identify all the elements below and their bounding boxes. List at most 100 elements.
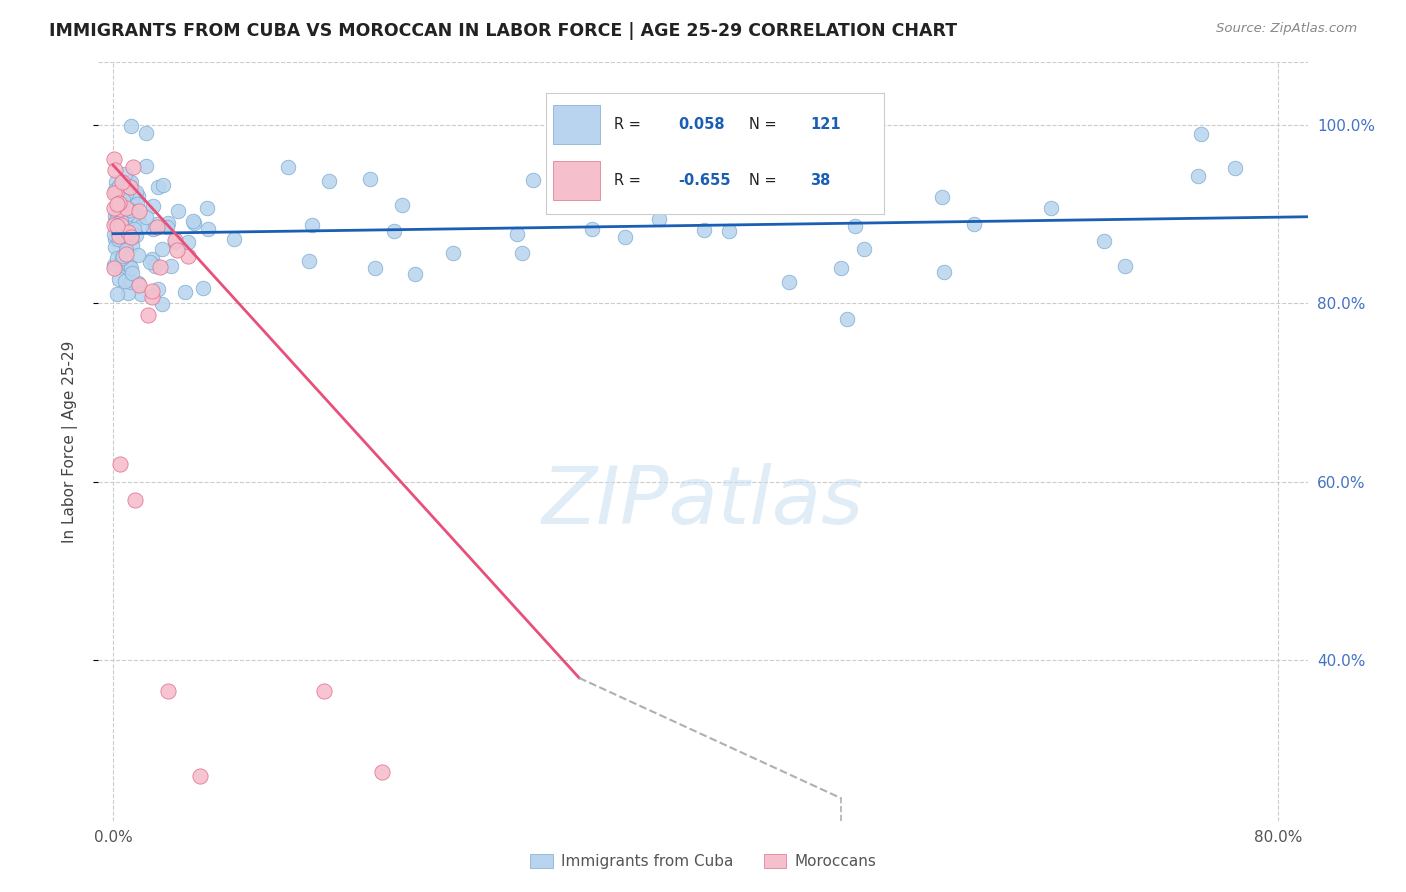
Point xyxy=(149,260,172,274)
Point xyxy=(844,219,866,233)
Point xyxy=(318,174,340,188)
Point xyxy=(120,260,142,275)
Point xyxy=(124,492,146,507)
Point xyxy=(107,205,129,219)
Point xyxy=(121,237,143,252)
Point xyxy=(157,684,180,698)
Point xyxy=(301,218,323,232)
Point xyxy=(647,212,669,227)
Y-axis label: In Labor Force | Age 25-29: In Labor Force | Age 25-29 xyxy=(62,341,77,542)
Point xyxy=(103,227,125,242)
Point xyxy=(108,272,131,286)
Point xyxy=(121,266,143,280)
Point xyxy=(191,281,214,295)
Point xyxy=(962,217,984,231)
Point xyxy=(581,222,603,236)
Point xyxy=(1187,169,1209,183)
Point xyxy=(103,152,125,166)
Point xyxy=(103,260,125,275)
Point xyxy=(177,249,200,263)
Point xyxy=(127,189,149,203)
Point xyxy=(120,203,142,218)
Point xyxy=(112,196,135,211)
Point xyxy=(125,197,148,211)
Point xyxy=(127,212,149,227)
Point xyxy=(104,182,127,196)
Point xyxy=(174,285,197,299)
Point xyxy=(165,235,187,249)
Point xyxy=(115,257,138,271)
Point xyxy=(591,159,613,173)
Point xyxy=(107,218,129,232)
Point xyxy=(1114,259,1136,273)
Point xyxy=(152,178,174,192)
Point xyxy=(108,195,131,210)
Point xyxy=(659,189,682,203)
Point xyxy=(112,261,135,276)
Point xyxy=(141,290,163,304)
Text: ZIPatlas: ZIPatlas xyxy=(541,463,865,541)
Point xyxy=(120,175,142,189)
Point xyxy=(613,230,636,244)
Point xyxy=(382,224,405,238)
Point xyxy=(104,162,127,177)
Point xyxy=(114,260,136,275)
Point xyxy=(195,201,218,215)
Point xyxy=(404,267,426,281)
Point xyxy=(143,259,166,273)
Text: Source: ZipAtlas.com: Source: ZipAtlas.com xyxy=(1216,22,1357,36)
Point xyxy=(150,297,173,311)
Point xyxy=(852,242,875,256)
Point xyxy=(314,684,336,698)
Point xyxy=(131,219,153,234)
Point xyxy=(103,218,125,232)
Point xyxy=(117,257,139,271)
Point xyxy=(103,186,125,200)
Point xyxy=(128,278,150,293)
Point xyxy=(298,254,321,268)
Point xyxy=(111,251,134,265)
Point xyxy=(107,216,129,230)
Point xyxy=(166,204,188,219)
Point xyxy=(117,285,139,300)
Point xyxy=(103,201,125,215)
Point xyxy=(111,227,134,242)
Point xyxy=(222,232,245,246)
Point xyxy=(135,159,157,173)
Point xyxy=(117,225,139,239)
Point xyxy=(118,175,141,189)
Point xyxy=(111,193,134,207)
Point xyxy=(107,229,129,244)
Point xyxy=(640,194,662,208)
Point xyxy=(114,274,136,288)
Point xyxy=(371,764,394,779)
Point xyxy=(190,769,212,783)
Point xyxy=(197,222,219,236)
Point xyxy=(778,276,800,290)
Point xyxy=(146,219,169,234)
Point xyxy=(277,160,299,174)
Point xyxy=(693,223,716,237)
Point xyxy=(110,219,132,233)
Point xyxy=(830,260,852,275)
Point xyxy=(1039,201,1062,215)
Point xyxy=(141,284,163,298)
Point xyxy=(142,199,165,213)
Point xyxy=(139,255,162,269)
Text: IMMIGRANTS FROM CUBA VS MOROCCAN IN LABOR FORCE | AGE 25-29 CORRELATION CHART: IMMIGRANTS FROM CUBA VS MOROCCAN IN LABO… xyxy=(49,22,957,40)
Point xyxy=(114,167,136,181)
Point xyxy=(111,175,134,189)
Point xyxy=(112,211,135,226)
Point xyxy=(108,202,131,217)
Point xyxy=(135,210,157,224)
Point xyxy=(391,198,413,212)
Point xyxy=(117,207,139,221)
Point xyxy=(641,164,664,178)
Point xyxy=(160,259,183,273)
Point xyxy=(181,213,204,227)
Point xyxy=(146,179,169,194)
Point xyxy=(105,219,128,233)
Point xyxy=(112,249,135,263)
Point xyxy=(103,258,125,272)
Point xyxy=(931,190,953,204)
